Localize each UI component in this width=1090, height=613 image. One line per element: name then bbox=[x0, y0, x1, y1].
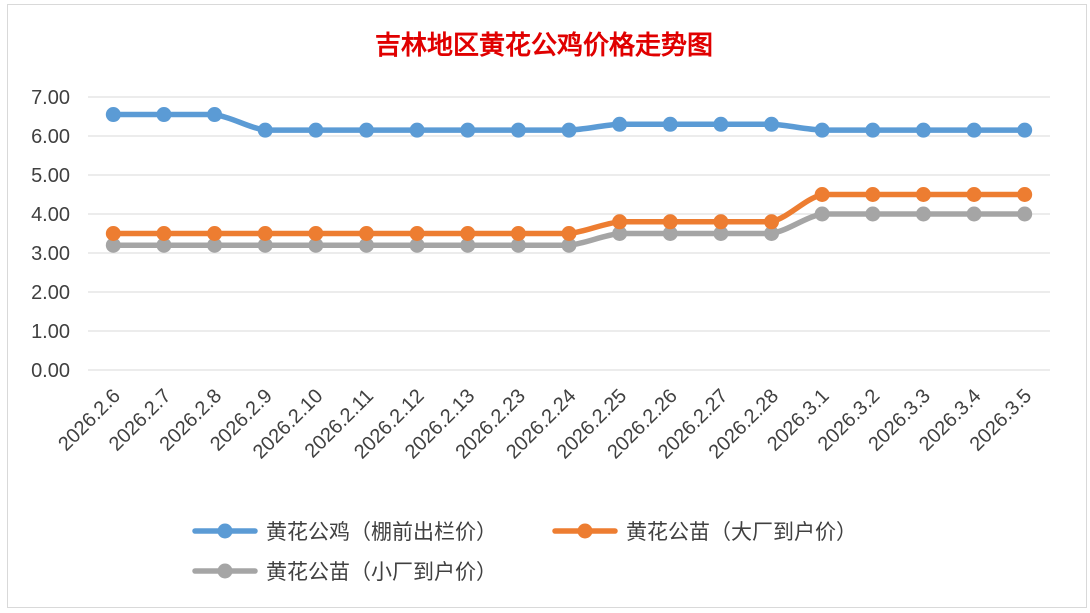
data-point bbox=[612, 214, 628, 230]
data-point bbox=[764, 214, 780, 230]
data-point bbox=[1017, 206, 1033, 222]
legend-label: 黄花公苗（大厂到户价） bbox=[626, 520, 857, 544]
data-point bbox=[713, 116, 729, 132]
y-tick-label: 5.00 bbox=[31, 165, 70, 187]
legend-item: 黄花公鸡（棚前出栏价） bbox=[192, 520, 497, 544]
y-tick-label: 3.00 bbox=[31, 243, 70, 265]
y-tick-label: 0.00 bbox=[31, 360, 70, 382]
data-point bbox=[156, 237, 172, 253]
data-point bbox=[662, 214, 678, 230]
data-point bbox=[713, 214, 729, 230]
data-point bbox=[207, 237, 223, 253]
data-point bbox=[561, 226, 577, 241]
data-point bbox=[308, 237, 324, 253]
legend-item: 黄花公苗（小厂到户价） bbox=[192, 560, 497, 584]
y-tick-label: 6.00 bbox=[31, 126, 70, 148]
data-point bbox=[105, 226, 121, 241]
data-point bbox=[358, 122, 374, 138]
data-point bbox=[409, 237, 425, 253]
data-point bbox=[308, 122, 324, 138]
gridlines bbox=[88, 96, 1050, 371]
data-point bbox=[257, 122, 273, 138]
data-point bbox=[814, 122, 830, 138]
data-point bbox=[257, 237, 273, 253]
data-point bbox=[510, 237, 526, 253]
data-point bbox=[156, 107, 172, 123]
series-lines bbox=[105, 107, 1033, 253]
data-point bbox=[1017, 187, 1033, 202]
data-point bbox=[156, 226, 172, 241]
y-tick-label: 2.00 bbox=[31, 282, 70, 304]
legend-swatch-marker bbox=[217, 563, 233, 579]
data-point bbox=[713, 226, 729, 241]
data-point bbox=[612, 226, 628, 241]
data-point bbox=[207, 226, 223, 241]
series-3 bbox=[105, 206, 1033, 253]
data-point bbox=[409, 122, 425, 138]
data-point bbox=[358, 226, 374, 241]
data-point bbox=[966, 187, 982, 202]
legend-item: 黄花公苗（大厂到户价） bbox=[552, 520, 857, 544]
y-tick-label: 1.00 bbox=[31, 321, 70, 343]
data-point bbox=[460, 226, 476, 241]
data-point bbox=[257, 226, 273, 241]
data-point bbox=[915, 187, 931, 202]
legend-label: 黄花公苗（小厂到户价） bbox=[266, 560, 497, 584]
data-point bbox=[915, 122, 931, 138]
data-point bbox=[662, 116, 678, 132]
data-point bbox=[460, 237, 476, 253]
data-point bbox=[561, 122, 577, 138]
legend-swatch-marker bbox=[577, 523, 593, 539]
data-point bbox=[105, 107, 121, 123]
data-point bbox=[814, 187, 830, 202]
legend-label: 黄花公鸡（棚前出栏价） bbox=[266, 520, 497, 544]
data-point bbox=[865, 122, 881, 138]
data-point bbox=[966, 206, 982, 222]
data-point bbox=[460, 122, 476, 138]
data-point bbox=[865, 187, 881, 202]
data-point bbox=[510, 226, 526, 241]
data-point bbox=[308, 226, 324, 241]
data-point bbox=[207, 107, 223, 123]
x-axis-ticks: 2026.2.62026.2.72026.2.82026.2.92026.2.1… bbox=[54, 385, 1036, 463]
chart-title: 吉林地区黄花公鸡价格走势图 bbox=[375, 30, 713, 61]
chart-frame: 吉林地区黄花公鸡价格走势图 0.00 1.00 2.00 3.00 4.00 5.00 6.… bbox=[7, 4, 1087, 608]
data-point bbox=[814, 206, 830, 222]
data-point bbox=[662, 226, 678, 241]
series-1 bbox=[105, 107, 1033, 138]
line-chart: 吉林地区黄花公鸡价格走势图 0.00 1.00 2.00 3.00 4.00 5.00 6.… bbox=[31, 30, 1050, 584]
data-point bbox=[865, 206, 881, 222]
data-point bbox=[966, 122, 982, 138]
data-point bbox=[409, 226, 425, 241]
y-tick-label: 4.00 bbox=[31, 204, 70, 226]
data-point bbox=[612, 116, 628, 132]
y-tick-label: 7.00 bbox=[31, 87, 70, 109]
data-point bbox=[561, 237, 577, 253]
data-point bbox=[764, 226, 780, 241]
data-point bbox=[358, 237, 374, 253]
data-point bbox=[1017, 122, 1033, 138]
series-2 bbox=[105, 187, 1033, 241]
y-axis-ticks: 0.00 1.00 2.00 3.00 4.00 5.00 6.00 7.00 bbox=[31, 87, 70, 382]
data-point bbox=[764, 116, 780, 132]
legend-swatch-marker bbox=[217, 523, 233, 539]
data-point bbox=[915, 206, 931, 222]
data-point bbox=[105, 237, 121, 253]
data-point bbox=[510, 122, 526, 138]
legend: 黄花公鸡（棚前出栏价） 黄花公苗（大厂到户价） 黄花公苗（小厂到户价） bbox=[192, 520, 857, 584]
